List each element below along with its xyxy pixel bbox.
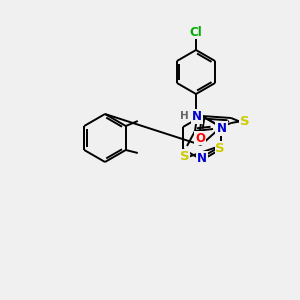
- Text: S: S: [240, 115, 249, 128]
- Text: S: S: [215, 142, 225, 154]
- Text: O: O: [195, 131, 205, 145]
- Text: O: O: [216, 122, 226, 136]
- Text: N: N: [192, 110, 202, 124]
- Text: S: S: [180, 149, 190, 163]
- Text: N: N: [197, 152, 207, 164]
- Text: Cl: Cl: [190, 26, 202, 38]
- Text: H: H: [180, 111, 188, 121]
- Text: N: N: [217, 122, 227, 134]
